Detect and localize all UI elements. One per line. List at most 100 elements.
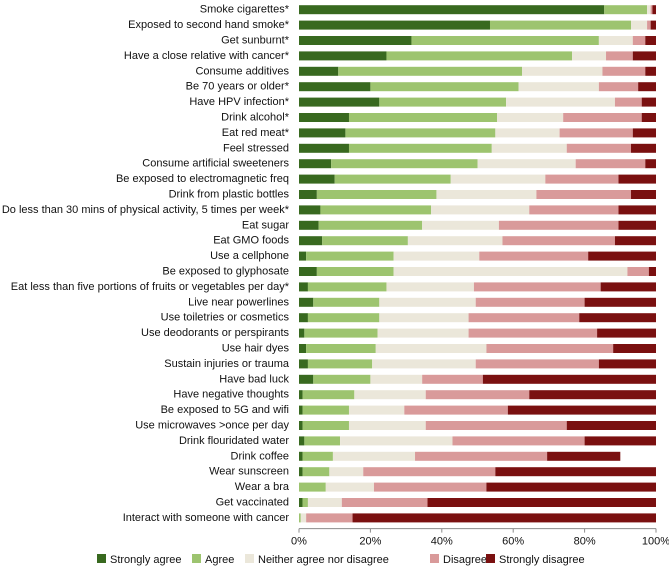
bar-segment-disagree [606, 51, 633, 61]
category-label: Use a cellphone [210, 250, 289, 262]
bar-segment-strongly-agree [299, 190, 317, 199]
category-label: Have HPV infection* [189, 96, 289, 108]
bar-segment-strongly-agree [299, 82, 371, 92]
legend-swatch-neither-agree-nor-disagree [245, 554, 254, 563]
category-label: Drink from plastic bottles [169, 189, 290, 201]
bar-segment-strongly-disagree [566, 421, 656, 430]
bar-segment-agree [302, 498, 308, 507]
bar-segment-strongly-agree [299, 421, 303, 430]
bar-segment-neither-agree-nor-disagree [348, 421, 426, 430]
bar-segment-neither-agree-nor-disagree [307, 498, 342, 507]
category-label: Do less than 30 mins of physical activit… [2, 204, 290, 216]
category-label: Feel stressed [223, 142, 289, 154]
bar-segment-agree [316, 190, 437, 199]
bar-segment-disagree [373, 482, 487, 492]
bar-segment-disagree [529, 205, 619, 215]
bar-segment-strongly-agree [299, 143, 349, 153]
bar-segment-strongly-disagree [648, 267, 656, 276]
bar-segment-strongly-agree [299, 405, 303, 415]
bar-segment-strongly-disagree [495, 467, 656, 477]
x-tick-label: 80% [574, 536, 596, 548]
bar-segment-strongly-disagree [638, 82, 656, 92]
bar-segment-disagree [614, 97, 642, 107]
bar-segment-strongly-disagree [614, 236, 656, 246]
bar-segment-strongly-disagree [579, 313, 656, 323]
bar-segment-strongly-disagree [645, 159, 656, 169]
category-label: Drink coffee [231, 450, 290, 462]
bar-segment-strongly-disagree [618, 220, 656, 230]
bar-segment-neither-agree-nor-disagree [332, 451, 416, 461]
bar-segment-strongly-disagree [645, 66, 656, 76]
legend-label-strongly-agree: Strongly agree [110, 554, 182, 566]
category-label: Wear a bra [235, 481, 290, 493]
bar-segment-strongly-disagree [641, 113, 656, 122]
bar-segment-neither-agree-nor-disagree [491, 143, 567, 153]
bar-segment-neither-agree-nor-disagree [370, 374, 423, 384]
bar-segment-neither-agree-nor-disagree [379, 313, 469, 323]
bar-segment-strongly-agree [299, 236, 323, 246]
bar-segment-strongly-agree [299, 36, 412, 45]
bar-segment-neither-agree-nor-disagree [340, 436, 453, 446]
bar-segment-strongly-disagree [352, 513, 656, 523]
bar-segment-neither-agree-nor-disagree [372, 359, 476, 369]
bar-segment-neither-agree-nor-disagree [647, 5, 651, 15]
x-tick-label: 40% [431, 536, 453, 548]
bar-segment-strongly-disagree [645, 36, 656, 45]
bar-segment-strongly-disagree [632, 51, 656, 61]
category-label: Wear sunscreen [209, 466, 289, 478]
category-label: Drink flouridated water [179, 435, 289, 447]
bar-segment-disagree [559, 128, 633, 138]
bar-segment-strongly-agree [299, 328, 305, 338]
bar-segment-strongly-disagree [598, 359, 656, 369]
category-label: Interact with someone with cancer [123, 512, 290, 524]
category-label: Use hair dyes [222, 343, 290, 355]
bar-segment-strongly-disagree [507, 405, 656, 415]
bar-segment-agree [345, 128, 496, 138]
bar-segment-neither-agree-nor-disagree [393, 251, 480, 261]
category-label: Exposed to second hand smoke* [128, 19, 290, 31]
bar-segment-disagree [452, 436, 585, 446]
category-label: Be exposed to 5G and wifi [161, 404, 289, 416]
bar-segment-neither-agree-nor-disagree [375, 344, 487, 353]
bar-segment-strongly-agree [299, 20, 490, 30]
bar-segment-disagree [473, 282, 601, 292]
bar-segment-agree [302, 451, 333, 461]
x-tick-label: 60% [502, 536, 524, 548]
category-label: Use toiletries or cosmetics [161, 312, 290, 324]
bar-segment-disagree [598, 82, 639, 92]
bar-segment-strongly-agree [299, 498, 303, 507]
bar-segment-strongly-disagree [482, 374, 656, 384]
bar-segment-strongly-agree [299, 113, 349, 122]
bar-segment-strongly-disagree [631, 190, 656, 199]
bar-segment-agree [302, 405, 349, 415]
bar-segment-agree [370, 82, 519, 92]
bar-segment-agree [302, 467, 330, 477]
bar-segment-agree [489, 20, 632, 30]
legend-swatch-strongly-agree [97, 554, 106, 563]
bar-segment-neither-agree-nor-disagree [450, 174, 546, 184]
bar-segment-neither-agree-nor-disagree [572, 51, 607, 61]
category-label: Be exposed to electromagnetic freq [116, 173, 289, 185]
category-label: Get vaccinated [216, 497, 289, 509]
bar-segment-agree [304, 436, 341, 446]
x-tick-label: 0% [291, 536, 307, 548]
bar-segment-neither-agree-nor-disagree [422, 220, 499, 230]
bar-segment-agree [316, 267, 394, 276]
bar-segment-disagree [363, 467, 496, 477]
bar-segment-agree [386, 51, 573, 61]
bar-segment-disagree [468, 313, 580, 323]
bar-segment-strongly-agree [299, 297, 314, 307]
legend-label-strongly-disagree: Strongly disagree [499, 554, 585, 566]
bar-segment-agree [307, 282, 387, 292]
bar-segment-disagree [545, 174, 619, 184]
bar-segment-disagree [425, 421, 567, 430]
category-labels: Smoke cigarettes* Exposed to second hand … [2, 4, 290, 524]
bar-segment-strongly-disagree [584, 436, 656, 446]
bar-segment-strongly-agree [299, 97, 380, 107]
category-label: Use microwaves >once per day [135, 420, 289, 432]
bar-segment-agree [411, 36, 599, 45]
category-label: Have a close relative with cancer* [124, 50, 290, 62]
legend-label-agree: Agree [205, 554, 234, 566]
category-label: Live near powerlines [188, 296, 289, 308]
